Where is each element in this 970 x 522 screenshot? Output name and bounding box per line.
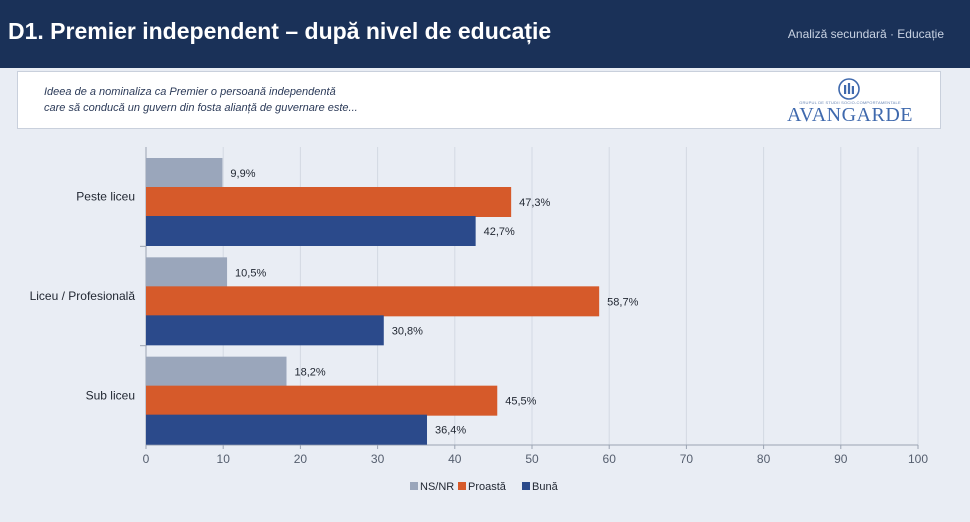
legend-label: NS/NR bbox=[420, 481, 454, 493]
x-tick-label: 0 bbox=[143, 452, 150, 466]
x-tick-label: 100 bbox=[908, 452, 928, 466]
bar bbox=[146, 187, 512, 217]
logo-name: AVANGARDE bbox=[786, 104, 913, 126]
data-label: 10,5% bbox=[235, 267, 266, 279]
data-label: 30,8% bbox=[392, 325, 423, 337]
x-tick-label: 70 bbox=[680, 452, 694, 466]
x-tick-label: 30 bbox=[371, 452, 385, 466]
bar bbox=[146, 414, 428, 445]
bar bbox=[146, 286, 600, 317]
bar bbox=[146, 158, 223, 188]
section-tag: Analiză secundară · Educație bbox=[787, 27, 944, 41]
x-tick-label: 60 bbox=[603, 452, 617, 466]
category-label: Liceu / Profesională bbox=[30, 289, 136, 303]
data-label: 42,7% bbox=[484, 226, 515, 238]
category-label: Sub liceu bbox=[86, 388, 135, 402]
bar bbox=[146, 385, 498, 416]
data-label: 58,7% bbox=[607, 296, 638, 308]
bar-chart: 0 10 20 30 40 50 60 70 80 90 100 Peste liceu 9,9% 47,… bbox=[30, 147, 928, 493]
x-tick-label: 10 bbox=[217, 452, 231, 466]
legend-swatch bbox=[522, 482, 530, 490]
legend-swatch bbox=[410, 482, 418, 490]
bar bbox=[146, 216, 476, 246]
logo-subtitle: GRUPUL DE STUDII SOCIO-COMPORTAMENTALE bbox=[799, 100, 901, 105]
page-title: D1. Premier independent – după nivel de … bbox=[8, 18, 552, 44]
category-label: Peste liceu bbox=[76, 190, 135, 204]
bar bbox=[146, 356, 287, 387]
legend-swatch bbox=[458, 482, 466, 490]
x-tick-label: 50 bbox=[525, 452, 539, 466]
legend-label: Bună bbox=[532, 481, 559, 493]
legend-label: Proastă bbox=[468, 481, 507, 493]
data-label: 18,2% bbox=[295, 367, 326, 379]
x-tick-label: 20 bbox=[294, 452, 308, 466]
data-label: 47,3% bbox=[519, 197, 550, 209]
x-tick-label: 80 bbox=[757, 452, 771, 466]
data-label: 36,4% bbox=[435, 425, 466, 437]
question-box: Ideea de a nominaliza ca Premier o perso… bbox=[17, 71, 941, 129]
bar bbox=[146, 315, 384, 346]
x-tick-label: 40 bbox=[448, 452, 462, 466]
avangarde-logo: GRUPUL DE STUDII SOCIO-COMPORTAMENTALE A… bbox=[770, 78, 930, 126]
x-tick-label: 90 bbox=[834, 452, 848, 466]
logo-emblem-icon bbox=[838, 78, 860, 100]
data-label: 9,9% bbox=[230, 168, 255, 180]
bar bbox=[146, 257, 228, 288]
question-line-1: Ideea de a nominaliza ca Premier o perso… bbox=[44, 86, 336, 98]
question-line-2: care să conducă un guvern din fosta alia… bbox=[44, 102, 358, 114]
header-bar: D1. Premier independent – după nivel de … bbox=[0, 0, 970, 68]
data-label: 45,5% bbox=[505, 396, 536, 408]
